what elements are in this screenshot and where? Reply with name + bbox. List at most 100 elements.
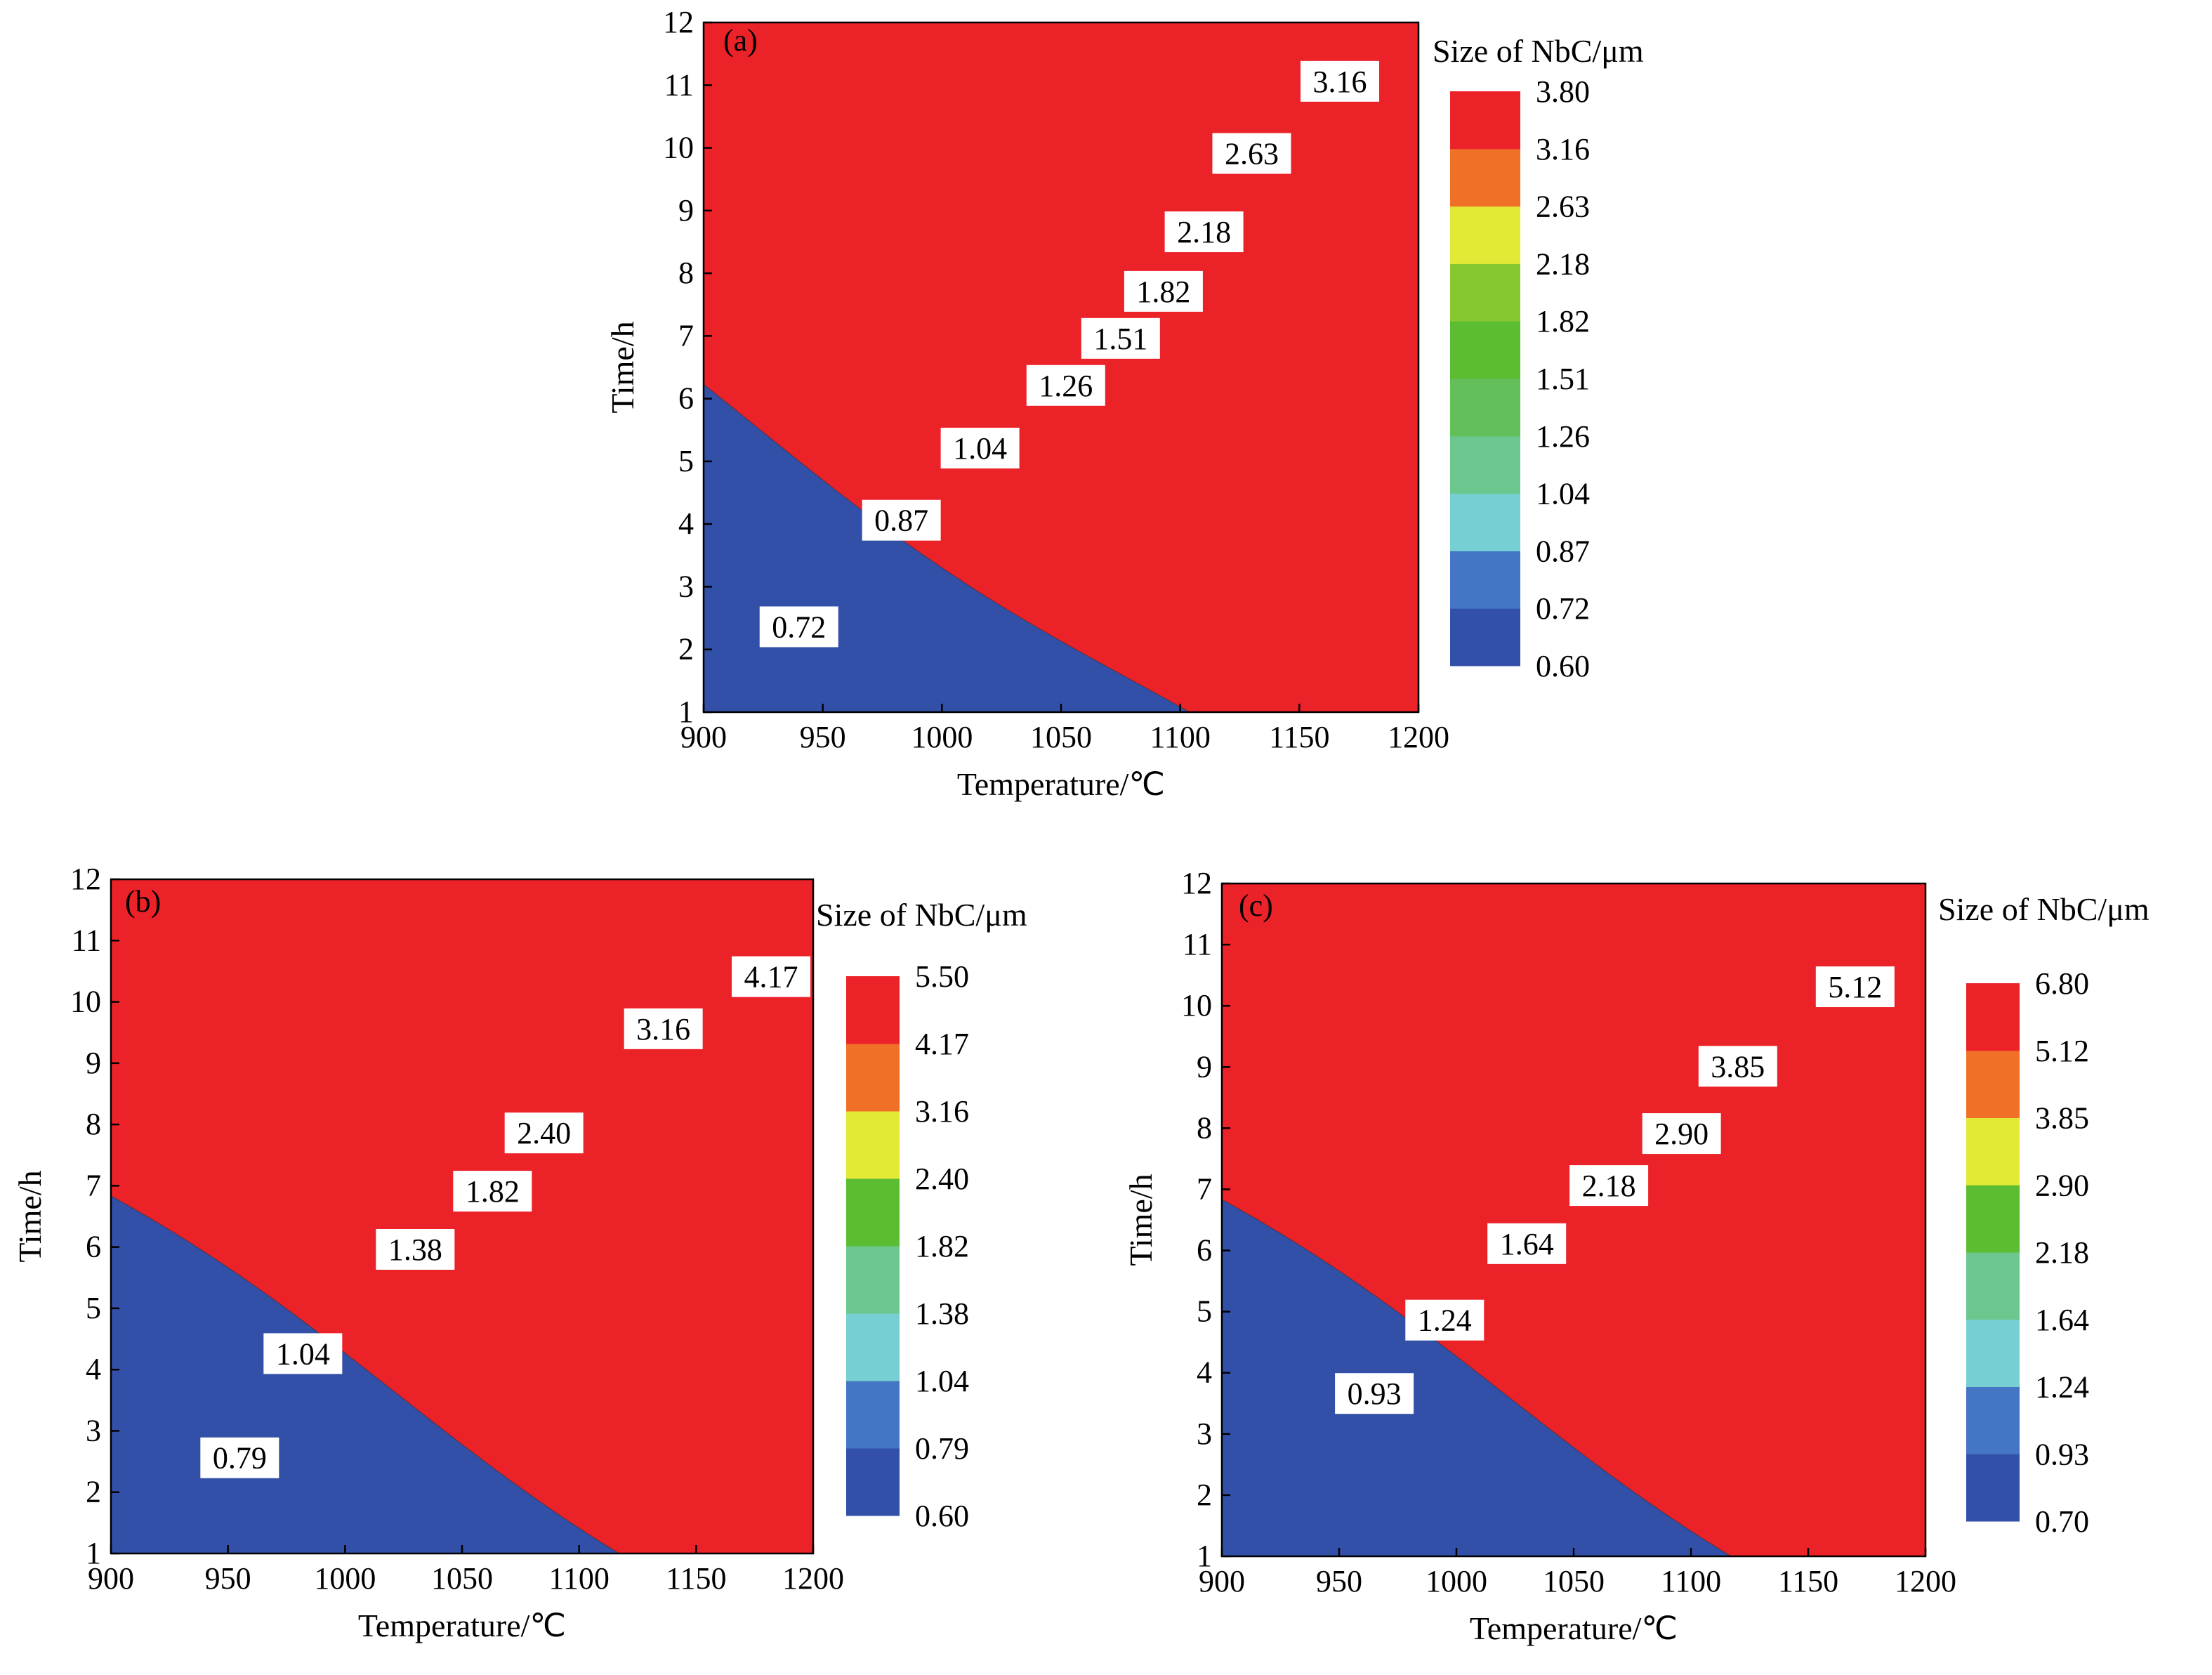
colorbar-tick-label: 1.82 (1536, 304, 1590, 339)
y-tick-label: 2 (1197, 1478, 1212, 1512)
contour-label-box (1642, 1113, 1721, 1155)
colorbar-tick-label: 1.04 (915, 1364, 969, 1398)
contour-label-box (862, 499, 941, 541)
contour-label-text: 3.16 (1313, 65, 1367, 99)
contour-label-box (759, 606, 838, 648)
colorbar-segment (846, 1448, 900, 1516)
colorbar-tick-label: 0.79 (915, 1431, 969, 1466)
y-tick-label: 4 (86, 1352, 101, 1386)
colorbar-segment (1450, 551, 1520, 609)
colorbar-segment (1450, 321, 1520, 379)
contour-label: 1.26 (1026, 364, 1105, 406)
colorbar-tick-label: 0.70 (2035, 1504, 2089, 1539)
contour-label: 1.04 (940, 428, 1020, 469)
y-tick-label: 9 (1197, 1049, 1212, 1084)
colorbar-tick-label: 1.51 (1536, 362, 1590, 396)
contour-label: 1.04 (263, 1333, 343, 1374)
contour-label-text: 2.18 (1582, 1169, 1636, 1203)
contour-label-box (1815, 966, 1895, 1008)
colorbar-tick-label: 1.38 (915, 1296, 969, 1331)
contour-label-box (1212, 133, 1291, 174)
contour-label: 0.79 (200, 1437, 279, 1478)
contour-label-text: 1.26 (1039, 369, 1093, 403)
contour-label-text: 2.63 (1225, 136, 1279, 171)
contour-label-text: 1.04 (953, 431, 1007, 466)
y-tick-label: 4 (1197, 1355, 1212, 1390)
contour-label-box (1301, 60, 1380, 102)
contour-label: 1.64 (1487, 1223, 1567, 1264)
panel-label: (c) (1239, 888, 1273, 923)
colorbar-title: Size of NbC/μm (816, 897, 1027, 933)
y-tick-label: 9 (678, 193, 694, 228)
contour-label-box (1698, 1046, 1777, 1087)
colorbar-tick-label: 2.40 (915, 1162, 969, 1196)
x-tick-label: 1100 (548, 1561, 609, 1596)
contour-label-text: 1.24 (1418, 1303, 1472, 1338)
chart-panel-2: 900 950 1000 1050 1100 1150 120012345678910111… (12, 862, 1027, 1643)
contour-label-text: 5.12 (1828, 970, 1882, 1004)
colorbar-segment (1450, 91, 1520, 150)
colorbar-tick-label: 1.26 (1536, 419, 1590, 454)
colorbar-segment (1450, 435, 1520, 494)
colorbar-segment (846, 1381, 900, 1449)
colorbar: Size of NbC/μm 0.70 0.93 1.24 1.64 2.18 2.90 3.… (1938, 891, 2150, 1539)
x-tick-label: 1150 (666, 1561, 726, 1596)
contour-label-text: 1.82 (1136, 275, 1190, 309)
y-tick-label: 6 (678, 381, 694, 416)
y-tick-label: 7 (1197, 1171, 1212, 1206)
contour-label-text: 0.93 (1348, 1377, 1402, 1411)
colorbar-title: Size of NbC/μm (1433, 33, 1644, 69)
y-tick-label: 5 (86, 1291, 101, 1325)
colorbar-tick-label: 3.80 (1536, 74, 1590, 109)
colorbar-tick-label: 0.87 (1536, 534, 1590, 568)
contour-label-text: 2.90 (1654, 1117, 1709, 1151)
contour-label: 1.38 (376, 1229, 455, 1270)
y-tick-label: 8 (678, 256, 694, 290)
colorbar-tick-label: 2.18 (1536, 247, 1590, 281)
x-tick-label: 1200 (782, 1561, 844, 1596)
y-tick-label: 10 (663, 131, 694, 165)
x-tick-label: 1150 (1778, 1564, 1838, 1598)
contour-label: 0.72 (759, 606, 838, 648)
contour-label-box (1124, 270, 1203, 312)
colorbar-tick-label: 3.85 (2035, 1101, 2089, 1136)
colorbar-tick-label: 1.82 (915, 1229, 969, 1263)
contour-label-box (376, 1229, 455, 1270)
contour-label-box (1487, 1223, 1567, 1264)
y-tick-label: 3 (86, 1413, 101, 1447)
contour-label: 4.17 (732, 956, 810, 997)
colorbar-segment (846, 1111, 900, 1179)
colorbar-tick-label: 0.93 (2035, 1437, 2089, 1471)
contour-label-box (1081, 317, 1160, 359)
chart-panel-1: 900 950 1000 1050 1100 1150 120012345678910111… (605, 5, 1644, 802)
contour-label: 1.82 (1124, 270, 1203, 312)
colorbar-segment (1450, 263, 1520, 322)
x-tick-label: 900 (1199, 1564, 1245, 1598)
x-tick-label: 950 (1316, 1564, 1362, 1598)
colorbar-tick-label: 1.04 (1536, 477, 1590, 511)
y-tick-label: 12 (70, 862, 101, 896)
colorbar-tick-label: 6.80 (2035, 966, 2089, 1001)
x-tick-label: 900 (88, 1561, 134, 1596)
y-tick-label: 9 (86, 1046, 101, 1080)
contour-label: 3.16 (624, 1008, 703, 1049)
colorbar-segment (1450, 148, 1520, 207)
x-tick-label: 1200 (1388, 720, 1449, 754)
contour-label-text: 3.85 (1711, 1049, 1765, 1084)
y-tick-label: 6 (1197, 1233, 1212, 1268)
contour-label-text: 2.18 (1177, 215, 1231, 249)
contour-label-text: 3.16 (636, 1012, 690, 1046)
contour-label-text: 0.79 (213, 1441, 267, 1476)
x-tick-label: 950 (205, 1561, 251, 1596)
contour-label: 2.63 (1212, 133, 1291, 174)
y-tick-label: 11 (72, 923, 101, 957)
contour-label-text: 1.38 (388, 1233, 442, 1267)
y-tick-label: 3 (678, 569, 694, 603)
contour-label: 1.51 (1081, 317, 1160, 359)
contour-label-text: 4.17 (744, 960, 798, 994)
colorbar-tick-label: 4.17 (915, 1027, 969, 1061)
colorbar-segment (846, 1246, 900, 1314)
y-tick-label: 5 (678, 444, 694, 478)
colorbar-segment (1450, 493, 1520, 551)
contour-label: 3.16 (1301, 60, 1380, 102)
